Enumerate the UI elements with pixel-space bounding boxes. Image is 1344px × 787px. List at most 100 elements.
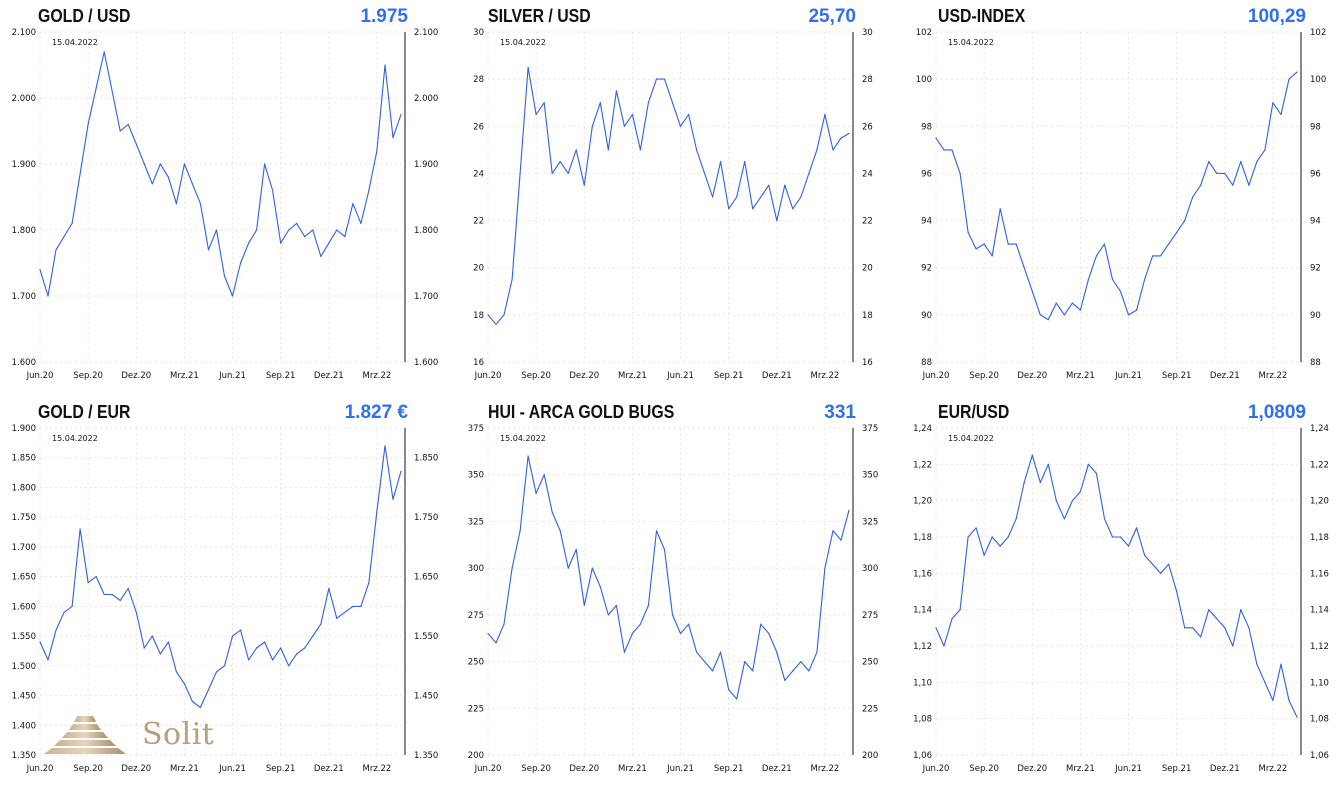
y-tick-label-right: 1.800 — [414, 226, 438, 236]
data-point — [392, 498, 394, 500]
y-tick-label-right: 1.450 — [414, 692, 438, 702]
chart-plot: 16 18 20 22 24 26 28 30 Jun.20 Sep.20 Dez.20 Mrz.21… — [473, 28, 873, 381]
x-tick-label: Mrz.22 — [1259, 371, 1288, 381]
y-tick-label-left: 200 — [468, 751, 484, 761]
y-tick-label-left: 1,18 — [913, 533, 932, 543]
data-point — [615, 604, 617, 607]
y-tick-label-left: 1,16 — [913, 569, 932, 579]
series-line — [39, 51, 402, 297]
y-tick-label-left: 1.800 — [12, 226, 36, 236]
data-point — [1200, 636, 1202, 638]
data-point — [832, 530, 834, 532]
y-tick-label-right: 24 — [862, 169, 873, 179]
y-tick-label-right: 1.550 — [414, 632, 438, 642]
data-point — [1087, 278, 1089, 281]
data-point — [1288, 78, 1290, 80]
data-point — [231, 635, 234, 637]
data-point — [752, 208, 754, 210]
data-point — [575, 548, 577, 551]
data-point — [599, 102, 601, 104]
y-tick-label-right: 1.900 — [414, 160, 438, 170]
data-point — [543, 474, 545, 476]
y-tick-label-right: 1,06 — [1310, 751, 1329, 761]
data-point — [1208, 161, 1210, 163]
x-tick-label: Sep.21 — [1162, 764, 1192, 774]
x-tick-label: Jun.21 — [666, 371, 694, 381]
x-tick-label: Sep.20 — [73, 764, 103, 774]
y-tick-label-left: 1.400 — [12, 721, 36, 731]
x-tick-label: Sep.20 — [969, 764, 999, 774]
y-tick-label-left: 88 — [921, 358, 932, 368]
data-point — [527, 455, 529, 457]
data-point — [1055, 302, 1057, 304]
data-point — [808, 172, 810, 174]
data-point — [720, 161, 722, 163]
data-point — [1023, 267, 1025, 269]
y-tick-label-right: 200 — [862, 751, 878, 761]
y-tick-label-left: 275 — [468, 611, 484, 621]
y-tick-label-left: 24 — [473, 169, 484, 179]
data-point — [1264, 681, 1266, 683]
data-point — [328, 242, 330, 244]
solit-logo: Solit — [40, 712, 220, 762]
data-point — [663, 78, 666, 80]
data-point — [151, 183, 153, 185]
data-point — [143, 647, 145, 649]
data-point — [615, 90, 617, 92]
chart-plot: 1.600 1.700 1.800 1.900 2.000 2.100 Jun.20 Sep.… — [12, 28, 439, 381]
y-tick-label-left: 22 — [473, 217, 484, 227]
data-point — [264, 163, 266, 165]
data-point — [159, 653, 161, 655]
data-point — [55, 249, 57, 251]
data-point — [728, 689, 730, 691]
data-point — [119, 130, 121, 132]
y-tick-label-right: 1,14 — [1310, 606, 1329, 616]
y-tick-label-left: 1.650 — [12, 573, 36, 583]
data-point — [583, 604, 585, 607]
x-tick-label: Mrz.22 — [811, 764, 840, 774]
data-point — [503, 623, 505, 625]
y-tick-label-right: 98 — [1310, 122, 1321, 132]
y-tick-label-left: 1,08 — [913, 715, 932, 725]
y-tick-label-right: 1.750 — [414, 513, 438, 523]
x-tick-label: Jun.21 — [666, 764, 694, 774]
data-point — [816, 149, 818, 151]
data-point — [352, 203, 354, 205]
data-point — [191, 700, 193, 703]
x-tick-label: Jun.20 — [26, 764, 54, 774]
data-point — [1031, 290, 1033, 292]
data-point — [671, 614, 674, 616]
data-point — [712, 196, 714, 198]
y-tick-label-right: 250 — [862, 658, 878, 668]
chart-title: SILVER / USD — [488, 6, 591, 26]
x-tick-label: Mrz.21 — [1066, 764, 1095, 774]
x-tick-label: Jun.20 — [922, 764, 950, 774]
y-tick-label-right: 1.350 — [414, 751, 438, 761]
data-point — [368, 189, 370, 191]
data-point — [679, 125, 682, 127]
y-tick-label-left: 16 — [473, 358, 484, 368]
data-point — [1127, 545, 1130, 547]
data-point — [1079, 491, 1081, 493]
data-point — [631, 113, 633, 116]
y-tick-label-right: 1.600 — [414, 358, 438, 368]
data-point — [400, 470, 402, 472]
data-point — [1144, 554, 1146, 556]
data-point — [688, 113, 690, 116]
data-point — [704, 661, 706, 663]
data-point — [127, 587, 129, 590]
data-point — [631, 632, 633, 635]
data-point — [1296, 71, 1298, 73]
data-point — [832, 149, 834, 151]
data-point — [840, 539, 842, 541]
data-point — [296, 222, 298, 224]
data-point — [1280, 113, 1282, 116]
y-tick-label-right: 300 — [862, 564, 878, 574]
y-tick-label-left: 92 — [921, 264, 932, 274]
data-point — [1031, 454, 1033, 456]
y-tick-label-left: 1,10 — [913, 678, 932, 688]
data-point — [1256, 161, 1258, 163]
data-point — [1208, 609, 1210, 611]
data-point — [527, 66, 529, 68]
y-tick-label-right: 100 — [1310, 75, 1326, 85]
